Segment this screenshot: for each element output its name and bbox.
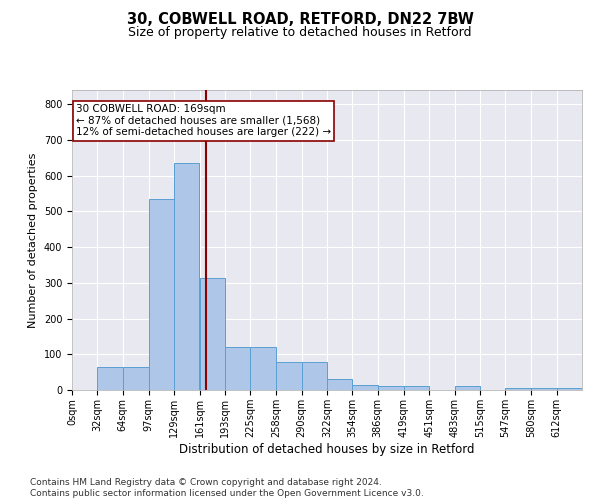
Bar [122,367,149,390]
Y-axis label: Number of detached properties: Number of detached properties [28,152,38,328]
Text: 30, COBWELL ROAD, RETFORD, DN22 7BW: 30, COBWELL ROAD, RETFORD, DN22 7BW [127,12,473,28]
Bar [505,388,532,390]
Bar [277,362,302,390]
Text: 30 COBWELL ROAD: 169sqm
← 87% of detached houses are smaller (1,568)
12% of semi: 30 COBWELL ROAD: 169sqm ← 87% of detache… [76,104,331,138]
Bar [327,380,352,390]
Bar [532,388,557,390]
Bar [174,163,199,390]
Bar [149,199,174,390]
Bar [199,278,225,390]
Bar [97,367,122,390]
Text: Size of property relative to detached houses in Retford: Size of property relative to detached ho… [128,26,472,39]
Bar [225,347,250,390]
Bar [557,388,582,390]
Bar [455,386,480,390]
Bar [352,384,377,390]
Bar [404,386,429,390]
Text: Contains HM Land Registry data © Crown copyright and database right 2024.
Contai: Contains HM Land Registry data © Crown c… [30,478,424,498]
Bar [377,386,404,390]
X-axis label: Distribution of detached houses by size in Retford: Distribution of detached houses by size … [179,442,475,456]
Bar [250,347,277,390]
Bar [302,362,327,390]
